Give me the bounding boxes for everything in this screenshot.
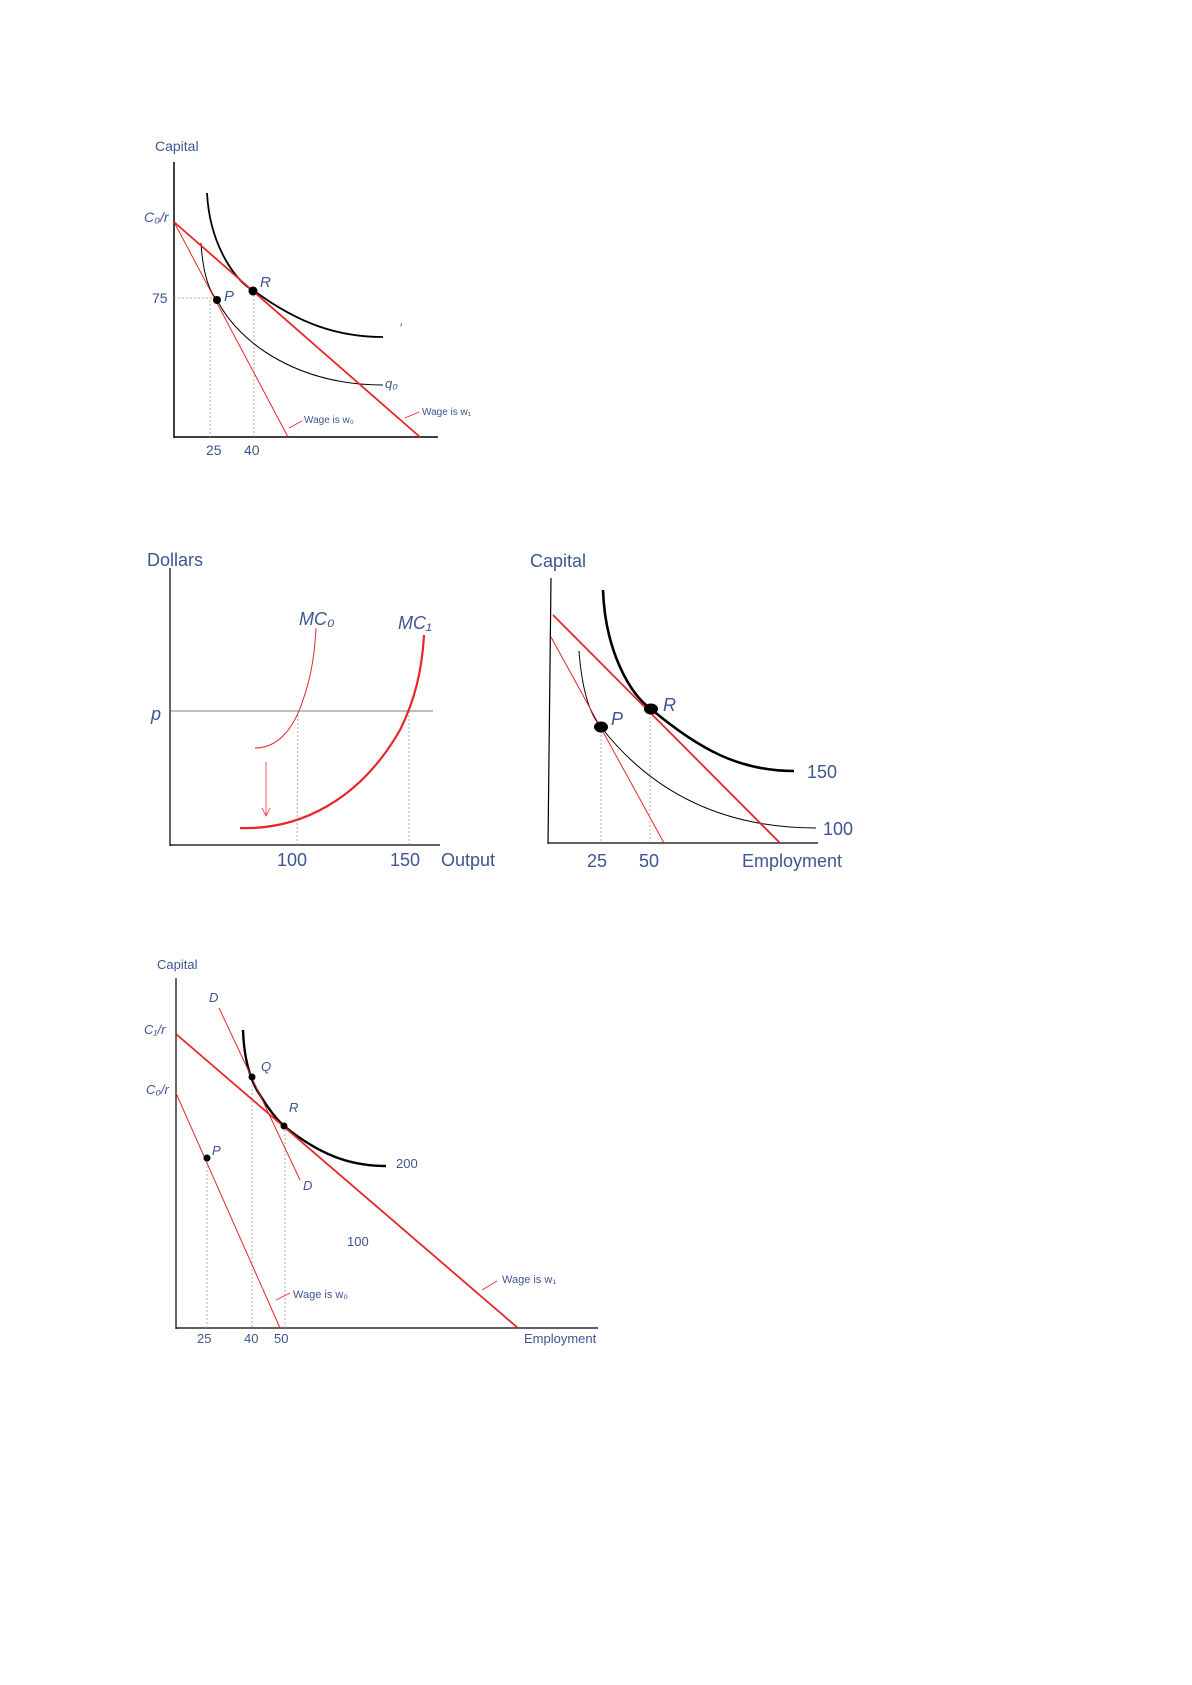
point-r [280, 1122, 288, 1130]
x-tick-25: 25 [197, 1331, 211, 1346]
mc1-curve [239, 634, 426, 830]
arrow-w1 [404, 411, 420, 419]
label-p: P [224, 288, 234, 305]
isocost-c0 [175, 1092, 281, 1329]
isocost-w0 [173, 221, 289, 438]
mc0-label: MC₀ [299, 609, 335, 629]
mc1-label: MC₁ [398, 613, 432, 633]
arrow-w0 [288, 420, 303, 429]
x-tick-100: 100 [277, 850, 307, 870]
label-wage-w0: Wage is w₀ [293, 1289, 348, 1301]
isoquant-200 [241, 1029, 387, 1168]
shift-arrow-head [261, 807, 271, 817]
isocost-w1 [173, 221, 421, 438]
intercept-c0: C₀/r [146, 1082, 169, 1097]
x-tick-40: 40 [244, 442, 260, 458]
y-axis-label: Capital [530, 551, 586, 571]
guide-line-100 [296, 710, 299, 846]
point-r [644, 703, 658, 715]
label-p: P [611, 709, 623, 729]
label-100: 100 [347, 1234, 369, 1249]
label-p: P [212, 1143, 221, 1158]
label-r: R [663, 695, 676, 715]
x-axis-label: Employment [524, 1331, 597, 1346]
label-wage-w0: Wage is w₀ [304, 415, 354, 426]
isoquant-high [206, 192, 384, 338]
label-q0: q₀ [385, 376, 398, 391]
isocost-low [550, 636, 665, 844]
point-r [248, 286, 258, 296]
label-d-bottom: D [303, 1178, 312, 1193]
point-p [594, 721, 608, 733]
label-150: 150 [807, 762, 837, 782]
y-axis-label: Dollars [147, 550, 203, 570]
x-tick-25: 25 [206, 442, 222, 458]
y-axis-label: Capital [155, 138, 199, 154]
label-q: Q [261, 1059, 271, 1074]
intercept-c1: C₁/r [144, 1022, 166, 1037]
isoquant-100 [578, 650, 817, 829]
arrow-w1 [481, 1280, 498, 1291]
label-r: R [260, 274, 271, 291]
point-p [213, 296, 221, 304]
x-axis-label: Employment [742, 851, 842, 871]
diagram-1-cost-minimization: Capital C₀/r 75 25 40 P R q₀ ′ Wage is w… [144, 138, 472, 458]
label-wage-w1: Wage is w₁ [502, 1274, 556, 1286]
x-tick-50: 50 [274, 1331, 288, 1346]
stray-mark: ′ [400, 321, 403, 335]
intercept-label: C₀/r [144, 209, 170, 225]
label-100: 100 [823, 819, 853, 839]
point-q [248, 1073, 256, 1081]
y-axis [547, 577, 552, 845]
arrow-w0 [275, 1292, 291, 1301]
isocost-high [552, 614, 781, 844]
price-label: p [150, 704, 161, 724]
x-axis-label: Output [441, 850, 495, 870]
diagram-2-marginal-cost: Dollars p MC₀ MC₁ 100 150 Output [147, 550, 495, 870]
y-axis-label: Capital [157, 957, 198, 972]
diagram-3-substitution: Capital C₁/r C₀/r D D Q R P 200 100 Wage… [144, 957, 598, 1346]
label-d-top: D [209, 990, 218, 1005]
mc0-curve [254, 627, 317, 749]
label-200: 200 [396, 1156, 418, 1171]
isocost-c1 [175, 1033, 519, 1329]
x-tick-25: 25 [587, 851, 607, 871]
y-tick-75: 75 [152, 290, 168, 306]
diagram-2-isoquants: Capital P R 150 100 25 50 Employment [530, 551, 853, 871]
line-dd [218, 1007, 301, 1181]
x-tick-40: 40 [244, 1331, 258, 1346]
x-tick-50: 50 [639, 851, 659, 871]
point-p [203, 1154, 211, 1162]
isoquant-q0 [200, 242, 384, 386]
x-tick-150: 150 [390, 850, 420, 870]
label-wage-w1: Wage is w₁ [422, 407, 472, 418]
label-r: R [289, 1100, 298, 1115]
isoquant-150 [601, 589, 795, 773]
